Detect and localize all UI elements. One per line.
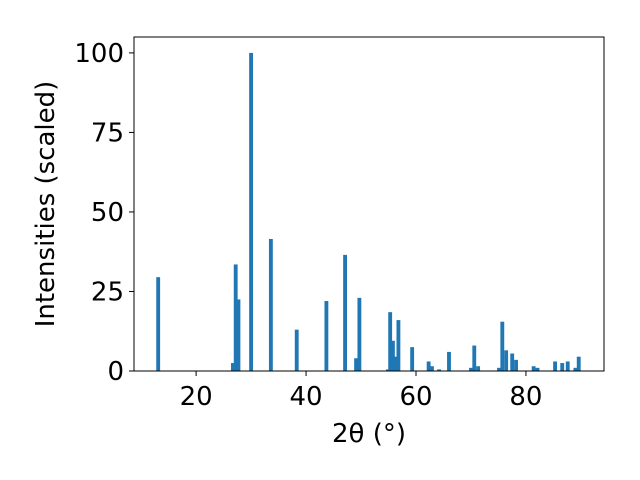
bar-21 bbox=[469, 367, 473, 371]
y-axis-ticks: 0 25 50 75 100 bbox=[74, 39, 134, 387]
bar-7 bbox=[324, 301, 329, 371]
bar-18 bbox=[430, 366, 434, 371]
x-tick-label: 80 bbox=[509, 382, 542, 412]
bar-15 bbox=[396, 320, 401, 371]
bar-35 bbox=[576, 356, 581, 371]
bar-14 bbox=[393, 356, 398, 371]
bar-23 bbox=[476, 366, 481, 371]
bar-0 bbox=[156, 277, 161, 371]
bar-17 bbox=[426, 361, 431, 371]
y-tick-label: 100 bbox=[74, 39, 124, 69]
bar-9 bbox=[354, 358, 359, 371]
bar-25 bbox=[500, 321, 505, 371]
bar-27 bbox=[510, 353, 515, 371]
x-axis-label: 2θ (°) bbox=[332, 419, 406, 449]
bar-24 bbox=[497, 367, 501, 371]
bar-12 bbox=[388, 312, 393, 371]
y-axis-label: Intensities (scaled) bbox=[31, 81, 61, 328]
bar-19 bbox=[437, 369, 442, 371]
x-axis-ticks: 20 40 60 80 bbox=[180, 371, 542, 412]
bar-4 bbox=[249, 52, 254, 372]
x-tick-label: 20 bbox=[180, 382, 213, 412]
bar-3 bbox=[236, 299, 241, 371]
bar-22 bbox=[472, 345, 477, 371]
bar-32 bbox=[560, 363, 565, 371]
plot-area-frame bbox=[133, 36, 605, 372]
bar-33 bbox=[565, 361, 570, 371]
bar-34 bbox=[573, 367, 578, 371]
bar-20 bbox=[447, 351, 451, 371]
bars-group bbox=[156, 52, 581, 372]
bar-16 bbox=[410, 347, 415, 371]
bar-10 bbox=[357, 297, 362, 371]
y-tick-label: 0 bbox=[107, 357, 124, 387]
x-tick-label: 40 bbox=[290, 382, 323, 412]
bar-2 bbox=[233, 264, 238, 371]
bar-1 bbox=[231, 363, 235, 371]
x-tick-label: 60 bbox=[399, 382, 432, 412]
bar-8 bbox=[343, 254, 348, 371]
bar-29 bbox=[531, 366, 536, 371]
bar-31 bbox=[553, 361, 557, 371]
bar-13 bbox=[390, 340, 395, 371]
bar-11 bbox=[386, 369, 390, 371]
y-tick-label: 25 bbox=[91, 277, 124, 307]
bar-30 bbox=[535, 367, 540, 371]
bar-6 bbox=[294, 329, 299, 371]
y-tick-label: 75 bbox=[91, 118, 124, 148]
y-tick-label: 50 bbox=[91, 198, 124, 228]
bar-5 bbox=[268, 238, 273, 371]
bar-26 bbox=[504, 350, 509, 371]
bar-28 bbox=[514, 359, 518, 371]
